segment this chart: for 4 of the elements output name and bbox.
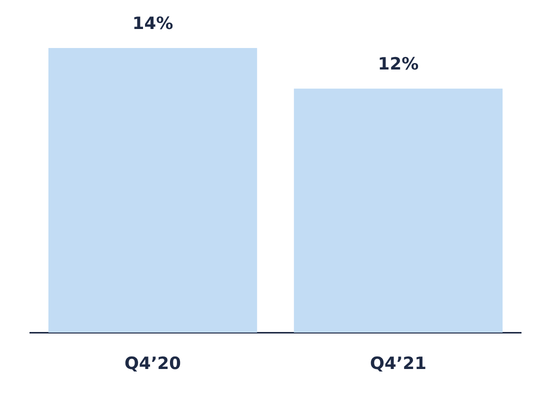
data-label: 14% <box>132 14 174 34</box>
x-tick-label: Q4’21 <box>370 354 426 374</box>
x-tick-label: Q4’20 <box>124 354 182 374</box>
data-label: 12% <box>378 54 419 75</box>
